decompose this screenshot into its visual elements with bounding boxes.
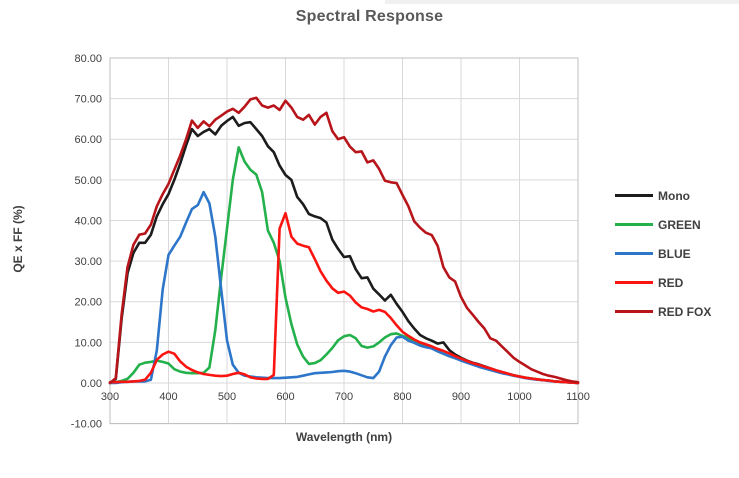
series-line-red-fox: [108, 96, 580, 385]
y-tick-label-20: 20.00: [74, 297, 102, 309]
legend-entry-red: RED: [615, 268, 735, 297]
legend-label-blue: BLUE: [658, 246, 691, 261]
legend-swatch-red-fox: [615, 310, 653, 313]
legend-entry-green: GREEN: [615, 210, 735, 239]
legend-swatch-blue: [615, 252, 653, 255]
x-tick-label-300: 300: [101, 391, 119, 403]
y-tick-label-0: 0.00: [81, 378, 102, 390]
x-tick-label-600: 600: [276, 391, 294, 403]
y-tick-label-80: 80.00: [74, 53, 102, 65]
legend-swatch-green: [615, 223, 653, 226]
y-tick-label-10: 10.00: [74, 337, 102, 349]
legend-entry-red-fox: RED FOX: [615, 297, 735, 326]
x-tick-label-800: 800: [393, 391, 411, 403]
chart-title: Spectral Response: [295, 8, 444, 25]
plot-border: [109, 57, 579, 425]
y-tick-label-40: 40.00: [74, 216, 102, 228]
top-edge-strip: [385, 0, 739, 4]
x-axis-title: Wavelength (nm): [295, 430, 393, 444]
legend-label-red-fox: RED FOX: [658, 304, 712, 319]
y-tick-label-50: 50.00: [74, 175, 102, 187]
legend: Mono GREEN BLUE RED RED FOX: [615, 181, 735, 326]
legend-label-mono: Mono: [658, 188, 690, 203]
x-tick-label-900: 900: [452, 391, 470, 403]
x-tick-label-500: 500: [218, 391, 236, 403]
x-tick-label-1100: 1100: [566, 391, 590, 403]
legend-swatch-red: [615, 281, 653, 284]
x-tick-label-700: 700: [335, 391, 353, 403]
legend-entry-blue: BLUE: [615, 239, 735, 268]
y-tick-label-30: 30.00: [74, 256, 102, 268]
y-tick-label-60: 60.00: [74, 134, 102, 146]
legend-entry-mono: Mono: [615, 181, 735, 210]
legend-swatch-mono: [615, 194, 653, 197]
legend-label-green: GREEN: [658, 217, 701, 232]
x-tick-label-400: 400: [159, 391, 177, 403]
x-tick-label-1000: 1000: [507, 391, 531, 403]
legend-label-red: RED: [658, 275, 684, 290]
y-tick-label--10: -10.00: [71, 419, 102, 431]
y-tick-label-70: 70.00: [74, 94, 102, 106]
series-line-red: [108, 211, 580, 385]
